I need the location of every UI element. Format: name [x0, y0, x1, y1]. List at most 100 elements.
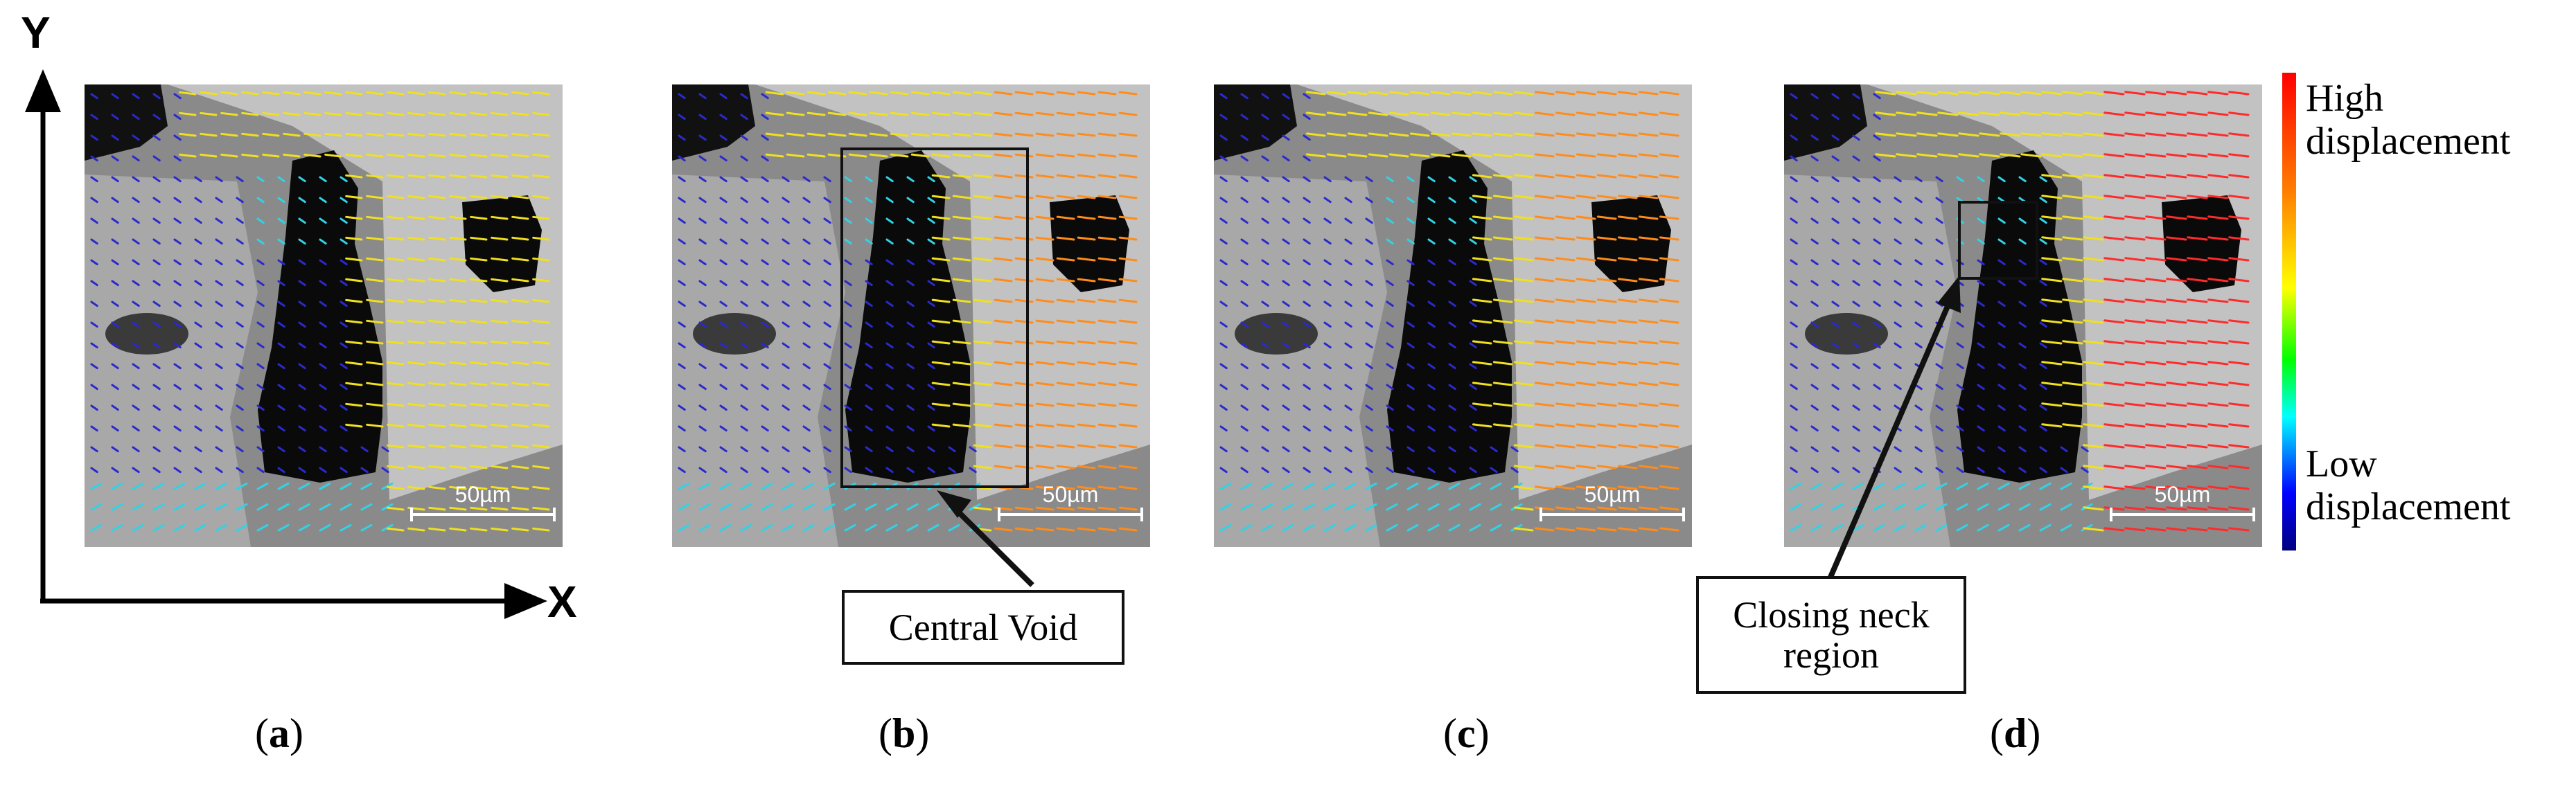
displacement-vector: [2207, 215, 2229, 220]
displacement-vector: [2207, 319, 2229, 324]
displacement-vector: [1386, 446, 1394, 453]
displacement-vector: [2228, 340, 2250, 345]
displacement-vector: [511, 444, 529, 449]
y-axis-arrowhead: [25, 69, 61, 112]
displacement-vector: [90, 259, 98, 266]
displacement-vector: [1617, 195, 1638, 199]
displacement-vector: [173, 467, 182, 474]
displacement-vector: [1077, 506, 1096, 511]
displacement-vector: [532, 465, 550, 469]
displacement-vector: [387, 236, 405, 241]
displacement-map-a: [85, 84, 563, 547]
displacement-vector: [511, 361, 529, 366]
displacement-vector: [1596, 174, 1617, 179]
displacement-vector: [1810, 155, 1819, 162]
displacement-vector: [1240, 363, 1249, 370]
displacement-vector: [1852, 114, 1860, 120]
displacement-vector: [319, 503, 331, 511]
displacement-vector: [1956, 523, 1968, 532]
displacement-vector: [360, 446, 369, 453]
displacement-vector: [111, 363, 119, 370]
displacement-vector: [298, 238, 306, 245]
displacement-vector: [2145, 153, 2167, 158]
displacement-vector: [449, 236, 467, 241]
displacement-vector: [1979, 111, 2000, 116]
displacement-vector: [1344, 363, 1352, 370]
displacement-vector: [319, 238, 327, 245]
displacement-vector: [179, 153, 197, 158]
dark-pore: [105, 313, 188, 355]
displacement-vector: [761, 482, 773, 490]
displacement-vector: [1035, 319, 1055, 324]
displacement-vector: [407, 91, 425, 96]
displacement-vector: [1896, 153, 1917, 158]
displacement-vector: [366, 340, 384, 345]
displacement-vector: [1916, 91, 1938, 96]
displacement-vector: [407, 485, 425, 490]
displacement-vector: [740, 363, 748, 370]
displacement-vector: [1852, 155, 1860, 162]
displacement-vector: [2228, 153, 2250, 158]
displacement-vector: [428, 257, 446, 262]
displacement-vector: [678, 280, 686, 287]
displacement-vector: [2207, 361, 2229, 366]
displacement-vector: [2145, 402, 2167, 407]
displacement-vector: [532, 278, 550, 283]
displacement-vector: [1303, 384, 1311, 391]
displacement-vector: [407, 319, 425, 324]
displacement-vector: [2083, 527, 2104, 532]
displacement-vector: [111, 446, 119, 453]
displacement-vector: [1097, 340, 1117, 345]
displacement-vector: [449, 423, 467, 428]
displacement-vector: [1219, 280, 1228, 287]
displacement-vector: [1596, 298, 1617, 303]
displacement-vector: [1513, 485, 1534, 490]
displacement-vector: [678, 301, 686, 307]
displacement-vector: [2041, 215, 2063, 220]
displacement-vector: [1894, 259, 1902, 266]
displacement-vector: [1790, 384, 1798, 391]
displacement-vector: [765, 111, 784, 116]
displacement-vector: [2145, 319, 2167, 324]
displacement-vector: [2166, 215, 2187, 220]
displacement-vector: [1282, 217, 1290, 224]
displacement-vector: [90, 467, 98, 474]
displacement-vector: [678, 342, 686, 349]
displacement-vector: [2228, 132, 2250, 137]
displacement-vector: [256, 342, 265, 349]
displacement-vector: [698, 238, 707, 245]
displacement-vector: [152, 425, 161, 432]
displacement-vector: [1219, 134, 1228, 141]
displacement-vector: [1513, 423, 1534, 428]
displacement-vector: [1513, 153, 1534, 158]
displacement-vector: [1219, 321, 1228, 328]
displacement-vector: [511, 506, 529, 511]
displacement-vector: [1077, 402, 1096, 407]
displacement-vector: [1097, 382, 1117, 386]
displacement-vector: [491, 527, 509, 532]
displacement-vector: [1576, 485, 1596, 490]
displacement-vector: [1406, 482, 1419, 490]
displacement-vector: [152, 523, 165, 532]
displacement-vector: [428, 361, 446, 366]
displacement-vector: [1555, 215, 1576, 220]
displacement-vector: [324, 91, 342, 96]
grain-region-left: [1214, 174, 1387, 547]
displacement-vector: [1056, 195, 1075, 199]
displacement-vector: [215, 446, 223, 453]
displacement-vector: [1469, 217, 1477, 224]
displacement-vector: [1344, 280, 1352, 287]
displacement-vector: [428, 506, 446, 511]
displacement-vector: [2041, 278, 2063, 283]
right-void: [1591, 195, 1671, 292]
displacement-vector: [132, 446, 140, 453]
displacement-vector: [802, 467, 811, 474]
displacement-vector: [345, 340, 363, 345]
displacement-vector: [1576, 319, 1596, 324]
displacement-vector: [761, 404, 769, 411]
displacement-vector: [1240, 259, 1249, 266]
displacement-vector: [1534, 153, 1555, 158]
displacement-vector: [319, 363, 327, 370]
displacement-vector: [1492, 195, 1513, 199]
displacement-vector: [1513, 506, 1534, 511]
